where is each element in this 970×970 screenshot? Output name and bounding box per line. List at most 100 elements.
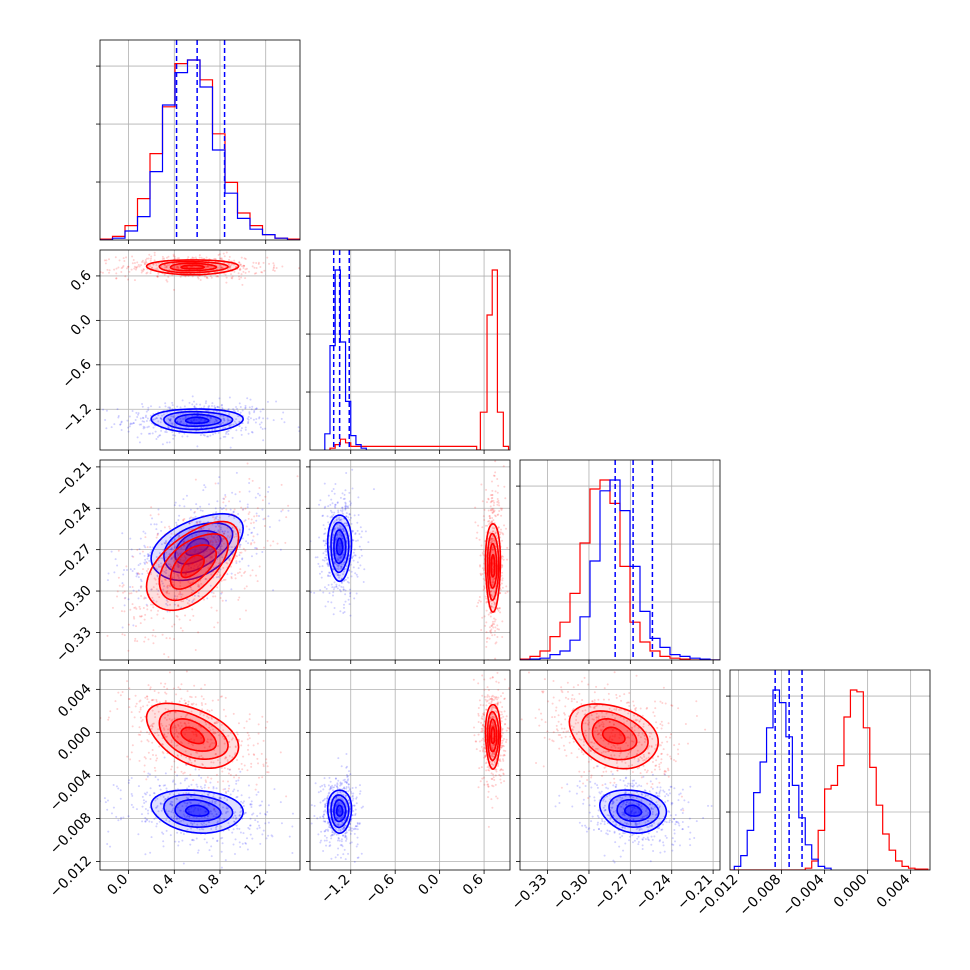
scatter-point xyxy=(155,754,158,757)
scatter-point xyxy=(266,720,269,723)
scatter-point xyxy=(493,527,496,530)
scatter-point xyxy=(262,765,265,768)
panel-frame xyxy=(99,249,301,451)
scatter-point xyxy=(159,417,162,420)
scatter-point xyxy=(200,417,203,420)
scatter-point xyxy=(345,512,348,515)
scatter-point xyxy=(301,514,303,516)
scatter-point xyxy=(221,258,224,261)
scatter-point xyxy=(346,542,349,545)
scatter-point xyxy=(185,729,188,732)
scatter-point xyxy=(171,804,174,807)
scatter-point xyxy=(231,491,234,494)
scatter-point xyxy=(121,582,124,585)
scatter-point xyxy=(215,275,218,278)
scatter-point xyxy=(193,556,196,559)
scatter-point xyxy=(143,792,146,795)
scatter-point xyxy=(133,716,136,719)
scatter-point xyxy=(196,445,199,448)
scatter-point xyxy=(110,550,113,553)
scatter-point xyxy=(107,718,110,721)
scatter-point xyxy=(333,581,336,584)
scatter-point xyxy=(159,802,162,805)
scatter-point xyxy=(229,424,232,427)
scatter-point xyxy=(152,722,155,725)
scatter-point xyxy=(356,575,359,578)
scatter-point xyxy=(149,851,152,854)
scatter-point xyxy=(257,261,260,264)
scatter-point xyxy=(151,722,154,725)
scatter-point xyxy=(481,715,484,718)
scatter-point xyxy=(151,748,154,751)
scatter-point xyxy=(337,565,340,568)
scatter-point xyxy=(164,691,167,694)
scatter-point xyxy=(107,830,110,833)
scatter-point xyxy=(321,815,324,818)
scatter-point xyxy=(243,264,246,267)
scatter-point xyxy=(241,283,244,286)
scatter-point xyxy=(489,508,492,511)
scatter-point xyxy=(359,564,362,567)
scatter-point xyxy=(490,537,493,540)
scatter-point xyxy=(167,656,170,659)
scatter-point xyxy=(247,734,250,737)
scatter-point xyxy=(179,275,182,278)
scatter-point xyxy=(341,512,344,515)
scatter-point xyxy=(355,540,358,543)
scatter-point xyxy=(194,256,197,259)
scatter-point xyxy=(206,793,209,796)
scatter-point xyxy=(163,257,166,260)
scatter-point xyxy=(488,769,491,772)
scatter-point xyxy=(157,563,160,566)
scatter-point xyxy=(182,772,185,775)
scatter-point xyxy=(191,824,194,827)
scatter-point xyxy=(330,498,333,501)
scatter-point xyxy=(184,572,187,575)
scatter-point xyxy=(144,416,147,419)
scatter-point xyxy=(182,418,185,421)
scatter-point xyxy=(346,524,349,527)
scatter-point xyxy=(356,561,359,564)
scatter-point xyxy=(503,697,506,700)
scatter-point xyxy=(339,610,342,613)
scatter-point xyxy=(132,555,135,558)
scatter-point xyxy=(115,785,118,788)
scatter-point xyxy=(496,497,499,500)
scatter-point xyxy=(179,721,182,724)
scatter-point xyxy=(170,768,173,771)
scatter-point xyxy=(356,821,359,824)
scatter-point xyxy=(240,256,243,259)
scatter-point xyxy=(342,541,345,544)
scatter-point xyxy=(238,529,241,532)
scatter-point xyxy=(483,615,486,618)
scatter-point xyxy=(339,797,342,800)
scatter-point xyxy=(499,591,502,594)
scatter-point xyxy=(198,584,201,587)
scatter-point xyxy=(272,269,275,272)
scatter-point xyxy=(265,761,268,764)
scatter-point xyxy=(231,831,234,834)
scatter-point xyxy=(242,264,245,267)
scatter-point xyxy=(349,595,352,598)
scatter-point xyxy=(206,277,209,280)
scatter-point xyxy=(153,259,156,262)
scatter-point xyxy=(204,578,207,581)
scatter-point xyxy=(327,574,330,577)
scatter-point xyxy=(185,265,188,268)
scatter-point xyxy=(126,755,129,758)
scatter-point xyxy=(256,580,259,583)
scatter-point xyxy=(325,542,328,545)
scatter-point xyxy=(171,576,174,579)
scatter-point xyxy=(146,561,149,564)
scatter-point xyxy=(151,725,154,728)
scatter-point xyxy=(330,515,333,518)
scatter-point xyxy=(492,565,495,568)
scatter-point xyxy=(224,494,227,497)
scatter-point xyxy=(324,809,327,812)
scatter-point xyxy=(176,266,179,269)
scatter-point xyxy=(491,516,494,519)
scatter-point xyxy=(208,745,211,748)
scatter-point xyxy=(142,607,145,610)
scatter-point xyxy=(143,618,146,621)
scatter-point xyxy=(258,416,261,419)
